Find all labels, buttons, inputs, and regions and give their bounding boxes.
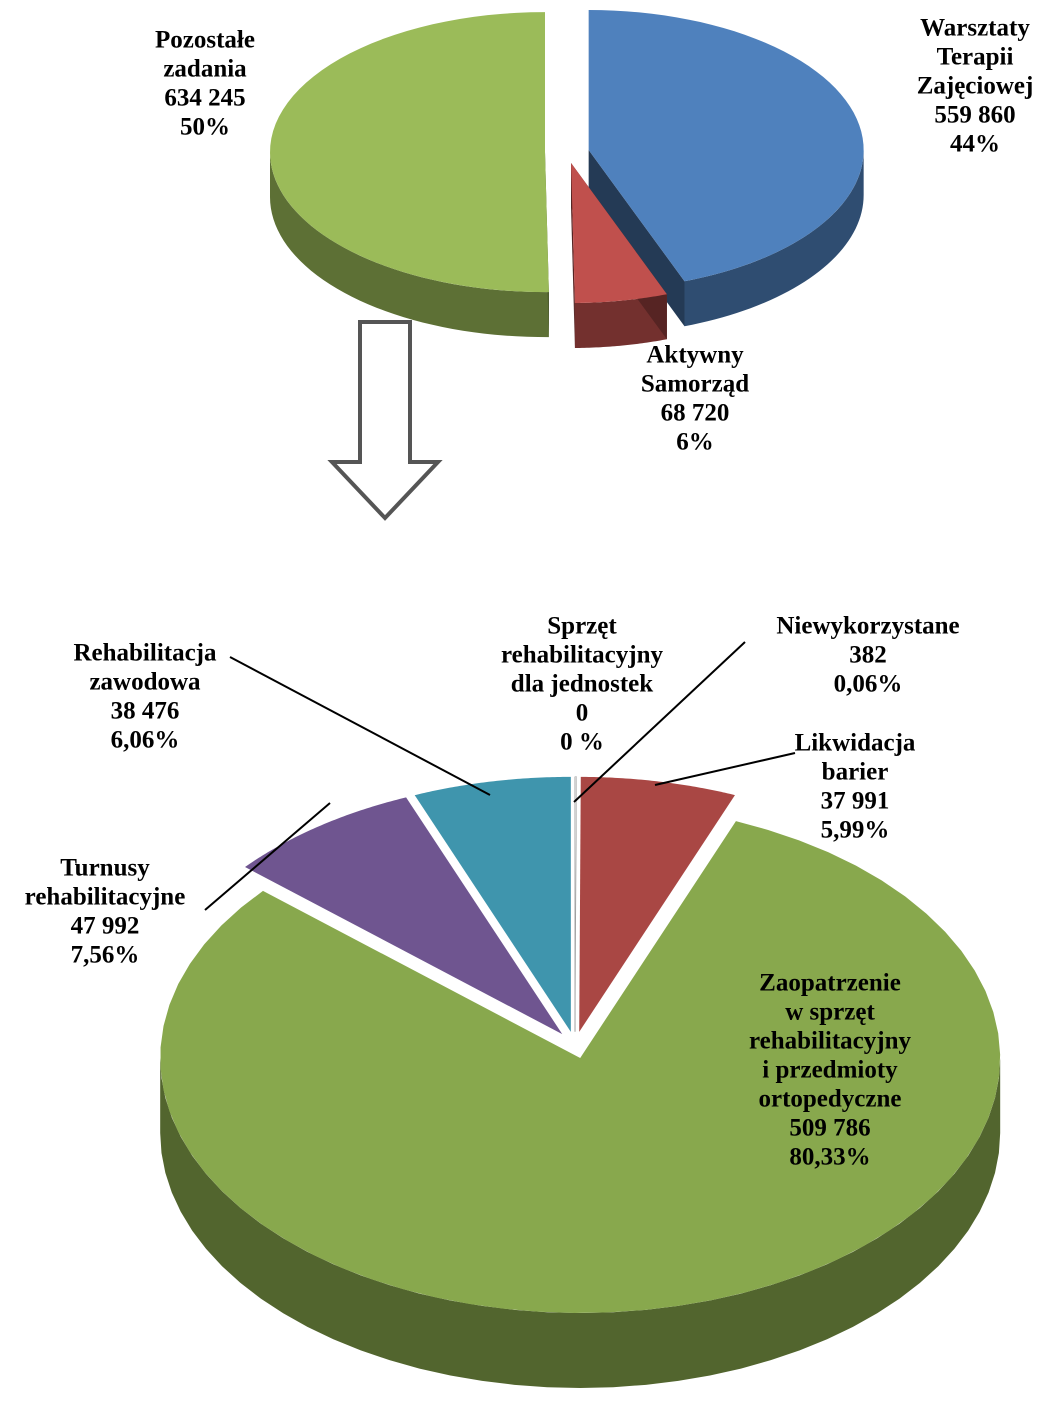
slice-value: 38 476 bbox=[111, 698, 180, 725]
slice-side bbox=[588, 150, 685, 327]
slice-label: zadania bbox=[163, 56, 247, 83]
slice-label: Rehabilitacja bbox=[73, 640, 217, 667]
slice-percent: 50% bbox=[180, 114, 230, 141]
slice-label: rehabilitacyjny bbox=[749, 1028, 912, 1055]
leader-line bbox=[204, 802, 331, 911]
slice-label: Turnusy bbox=[60, 855, 150, 882]
leader-line bbox=[654, 752, 796, 786]
leader-line bbox=[573, 641, 746, 803]
slice bbox=[414, 776, 571, 1032]
slice-value: 559 860 bbox=[934, 102, 1015, 129]
slice-label: i przedmioty bbox=[762, 1057, 898, 1084]
slice-label: rehabilitacyjne bbox=[25, 884, 186, 911]
slice-label: Zajęciowej bbox=[917, 73, 1034, 100]
slice-value: 382 bbox=[849, 642, 887, 669]
slice-label: Aktywny bbox=[646, 342, 744, 369]
slice-percent: 7,56% bbox=[71, 942, 140, 969]
slice-value: 509 786 bbox=[789, 1115, 870, 1142]
slice-label: ortopedyczne bbox=[758, 1086, 901, 1113]
slice bbox=[588, 10, 864, 282]
slice-label: barier bbox=[822, 759, 889, 786]
slice-side bbox=[684, 150, 864, 327]
slice-value: 0 bbox=[576, 700, 589, 727]
slice-side bbox=[571, 163, 575, 348]
slice-percent: 80,33% bbox=[789, 1144, 870, 1171]
slice-percent: 44% bbox=[950, 131, 1000, 158]
slice-value: 68 720 bbox=[661, 400, 730, 427]
slice-label: Samorząd bbox=[641, 371, 749, 398]
slice-side bbox=[270, 152, 549, 338]
slice-label: Pozostałe bbox=[155, 27, 255, 54]
slice-label: Terapii bbox=[937, 44, 1014, 71]
slice bbox=[245, 797, 563, 1035]
slice-label: Sprzęt bbox=[547, 613, 617, 640]
slice-percent: 6% bbox=[676, 429, 714, 456]
slice bbox=[571, 163, 667, 303]
slice-value: 47 992 bbox=[71, 913, 140, 940]
slice bbox=[160, 821, 1001, 1313]
arrow bbox=[327, 320, 443, 521]
slice-side bbox=[160, 1057, 1001, 1388]
slice-label: Warsztaty bbox=[920, 15, 1030, 42]
slice-value: 634 245 bbox=[164, 85, 245, 112]
slice-label: dla jednostek bbox=[511, 671, 653, 698]
leader-line bbox=[229, 656, 491, 796]
slice-label: Niewykorzystane bbox=[776, 613, 959, 640]
slice-label: w sprzęt bbox=[785, 999, 875, 1026]
slice-label: Zaopatrzenie bbox=[759, 970, 901, 997]
slice bbox=[574, 776, 577, 1032]
slice bbox=[270, 12, 549, 293]
slice-label: rehabilitacyjny bbox=[501, 642, 664, 669]
slice-percent: 0,06% bbox=[834, 671, 903, 698]
slice-percent: 0 % bbox=[560, 729, 604, 756]
slice bbox=[579, 776, 735, 1032]
slice-value: 37 991 bbox=[821, 788, 890, 815]
slice-label: Likwidacja bbox=[795, 730, 916, 757]
slice-percent: 5,99% bbox=[821, 817, 890, 844]
slice-label: zawodowa bbox=[89, 669, 201, 696]
slice-percent: 6,06% bbox=[111, 727, 180, 754]
